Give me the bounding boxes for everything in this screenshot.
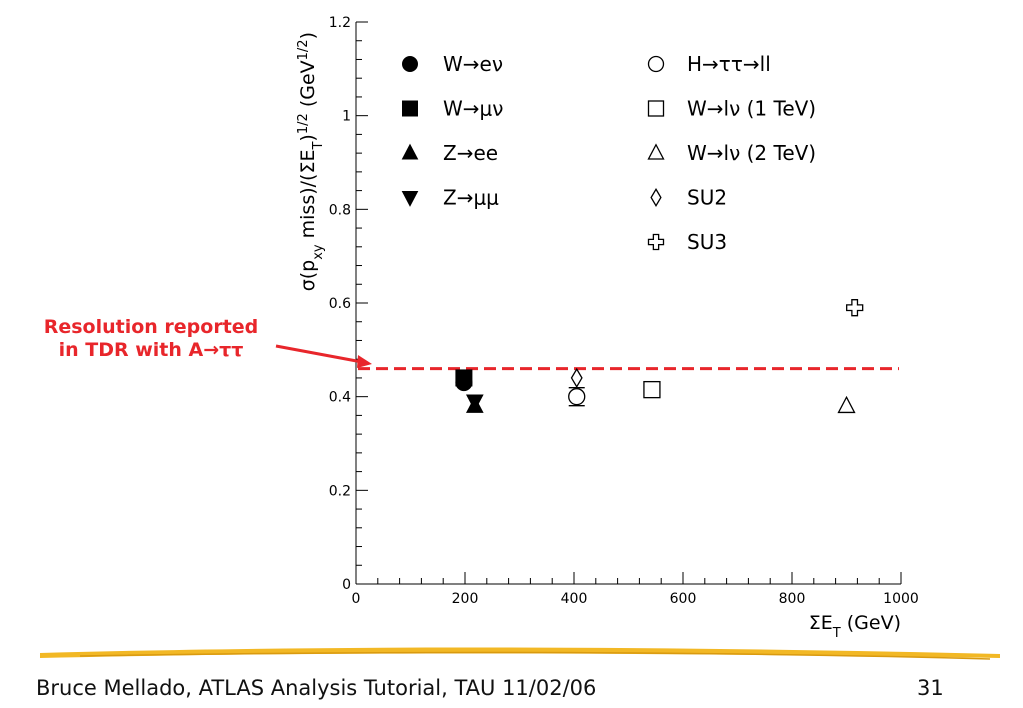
x-tick-label: 400 <box>561 591 588 607</box>
annotation-line-2: in TDR with A→ττ <box>58 339 244 361</box>
x-tick-label: 0 <box>352 591 361 607</box>
legend-label: W→μν <box>443 97 503 121</box>
legend-marker <box>650 187 662 208</box>
legend-marker <box>401 143 419 160</box>
page-number: 31 <box>917 676 944 700</box>
legend-label: SU2 <box>687 186 727 210</box>
x-axis-title: ΣET (GeV) <box>809 612 901 641</box>
footer-author: Bruce Mellado, ATLAS Analysis Tutorial, … <box>36 676 597 700</box>
x-tick-label: 1000 <box>883 591 919 607</box>
data-points <box>455 299 864 414</box>
data-point <box>568 388 586 406</box>
legend: W→eν W→μν Z→ee Z→μμ H→ττ→ll W→lν (1 TeV) W→lν … <box>401 52 816 254</box>
x-tick-label: 800 <box>779 591 806 607</box>
footer-divider <box>40 647 1000 660</box>
y-tick-label: 0.8 <box>329 202 351 218</box>
y-axis-title: σ(pxy miss)/(ΣET)1/2 (GeV1/2) <box>296 32 326 291</box>
y-tick-label: 0.2 <box>329 483 351 499</box>
y-tick-label: 1 <box>342 109 351 125</box>
data-point <box>455 369 473 387</box>
legend-label: SU3 <box>687 230 727 254</box>
y-tick-label: 0 <box>342 577 351 593</box>
legend-marker <box>647 233 665 251</box>
legend-label: H→ττ→ll <box>687 52 771 76</box>
legend-marker <box>647 55 665 73</box>
data-point <box>643 380 661 399</box>
legend-marker <box>647 143 665 160</box>
data-point <box>570 367 583 389</box>
x-tick-label: 200 <box>452 591 479 607</box>
tdr-annotation: Resolution reported in TDR with A→ττ <box>20 316 282 362</box>
legend-label: W→lν (2 TeV) <box>687 141 816 165</box>
data-point <box>837 395 856 414</box>
legend-marker <box>401 191 419 207</box>
annotation-line-1: Resolution reported <box>43 316 259 338</box>
data-point <box>465 394 484 412</box>
legend-marker <box>402 100 418 117</box>
y-tick-label: 1.2 <box>329 15 351 31</box>
legend-label: W→eν <box>443 52 503 76</box>
y-tick-label: 0.4 <box>329 390 351 406</box>
annotation-arrow <box>275 344 372 368</box>
plot-axes <box>355 22 901 585</box>
legend-marker <box>647 100 665 117</box>
data-point <box>846 299 864 317</box>
axis-ticks: 0 200 400 600 800 1000 0 0.2 0.4 0.6 0.8 1 1.2 <box>329 15 919 607</box>
x-tick-label: 600 <box>670 591 697 607</box>
legend-label: W→lν (1 TeV) <box>687 97 816 121</box>
legend-label: Z→ee <box>443 141 498 165</box>
legend-label: Z→μμ <box>443 186 499 210</box>
y-tick-label: 0.6 <box>329 296 351 312</box>
legend-marker <box>402 56 418 72</box>
